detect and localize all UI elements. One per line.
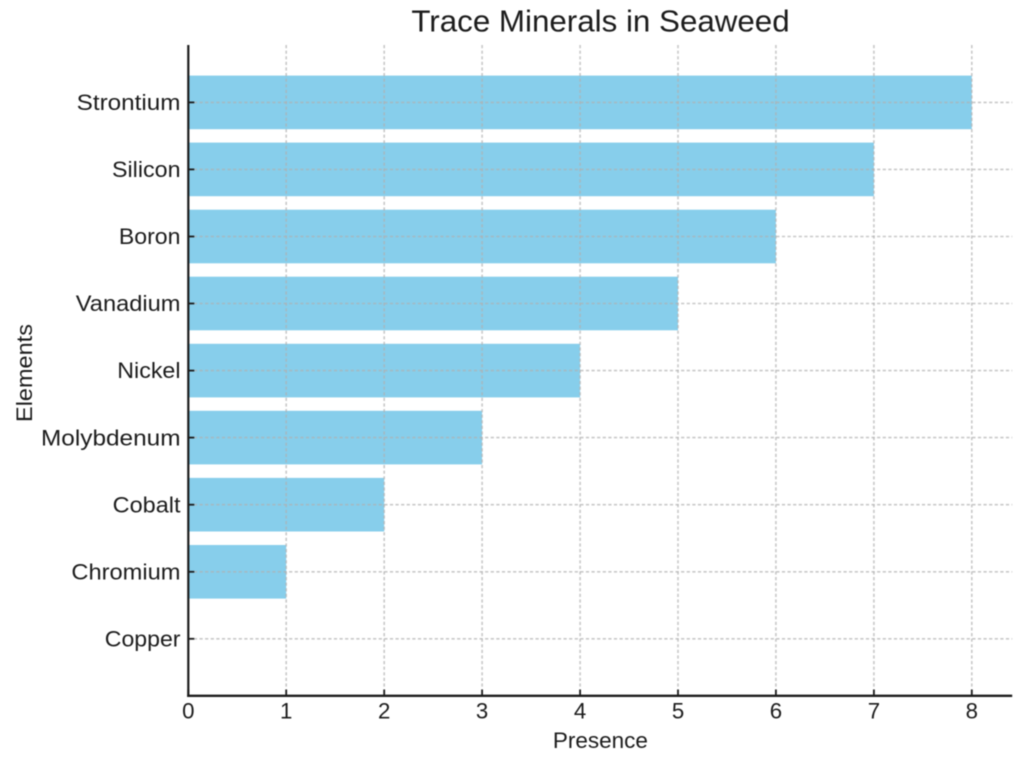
- svg-text:5: 5: [672, 699, 684, 724]
- svg-text:6: 6: [770, 699, 782, 724]
- svg-text:Boron: Boron: [119, 224, 181, 249]
- svg-text:Chromium: Chromium: [71, 559, 180, 584]
- svg-text:1: 1: [280, 699, 292, 724]
- svg-text:Cobalt: Cobalt: [113, 492, 182, 517]
- svg-text:3: 3: [476, 699, 488, 724]
- svg-text:Nickel: Nickel: [117, 358, 180, 383]
- svg-text:Presence: Presence: [553, 728, 648, 753]
- svg-text:7: 7: [868, 699, 880, 724]
- svg-text:Molybdenum: Molybdenum: [41, 425, 181, 450]
- svg-text:Vanadium: Vanadium: [76, 291, 181, 316]
- svg-text:0: 0: [182, 699, 194, 724]
- svg-text:Silicon: Silicon: [112, 157, 181, 182]
- svg-text:Elements: Elements: [12, 324, 37, 422]
- svg-text:8: 8: [966, 699, 978, 724]
- svg-text:4: 4: [574, 699, 586, 724]
- svg-text:2: 2: [378, 699, 390, 724]
- svg-text:Strontium: Strontium: [77, 90, 181, 115]
- svg-text:Trace Minerals in Seaweed: Trace Minerals in Seaweed: [411, 6, 789, 39]
- svg-text:Copper: Copper: [105, 626, 181, 651]
